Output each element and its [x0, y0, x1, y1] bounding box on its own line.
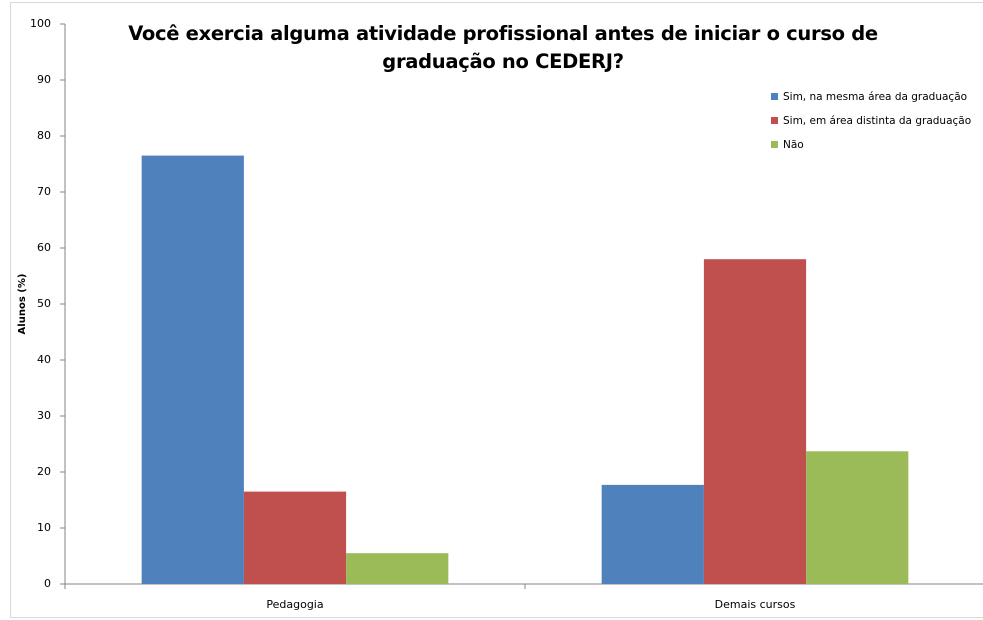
bar — [703, 259, 807, 584]
y-tick-label: 60 — [37, 241, 51, 254]
y-tick-label: 80 — [37, 129, 51, 142]
bar — [601, 484, 704, 584]
bar — [346, 553, 449, 584]
legend-swatch — [771, 117, 778, 124]
y-tick-label: 10 — [37, 521, 51, 534]
bar — [141, 155, 244, 584]
y-tick-label: 20 — [37, 465, 51, 478]
x-tick-label: Demais cursos — [715, 598, 796, 611]
chart-border — [10, 2, 983, 618]
y-axis-label: Alunos (%) — [17, 274, 28, 335]
legend-label: Sim, na mesma área da graduação — [783, 91, 967, 103]
legend-swatch — [771, 141, 778, 148]
x-tick-label: Pedagogia — [266, 598, 323, 611]
legend-label: Não — [783, 139, 804, 151]
bar — [243, 491, 347, 584]
bar — [806, 451, 909, 584]
y-tick-label: 0 — [44, 577, 51, 590]
chart-title: Você exercia alguma atividade profission… — [128, 22, 878, 73]
y-tick-label: 30 — [37, 409, 51, 422]
y-tick-label: 100 — [30, 17, 51, 30]
y-tick-label: 50 — [37, 297, 51, 310]
y-tick-label: 70 — [37, 185, 51, 198]
legend-swatch — [771, 93, 778, 100]
legend-label: Sim, em área distinta da graduação — [783, 115, 971, 127]
y-tick-label: 40 — [37, 353, 51, 366]
y-tick-label: 90 — [37, 73, 51, 86]
